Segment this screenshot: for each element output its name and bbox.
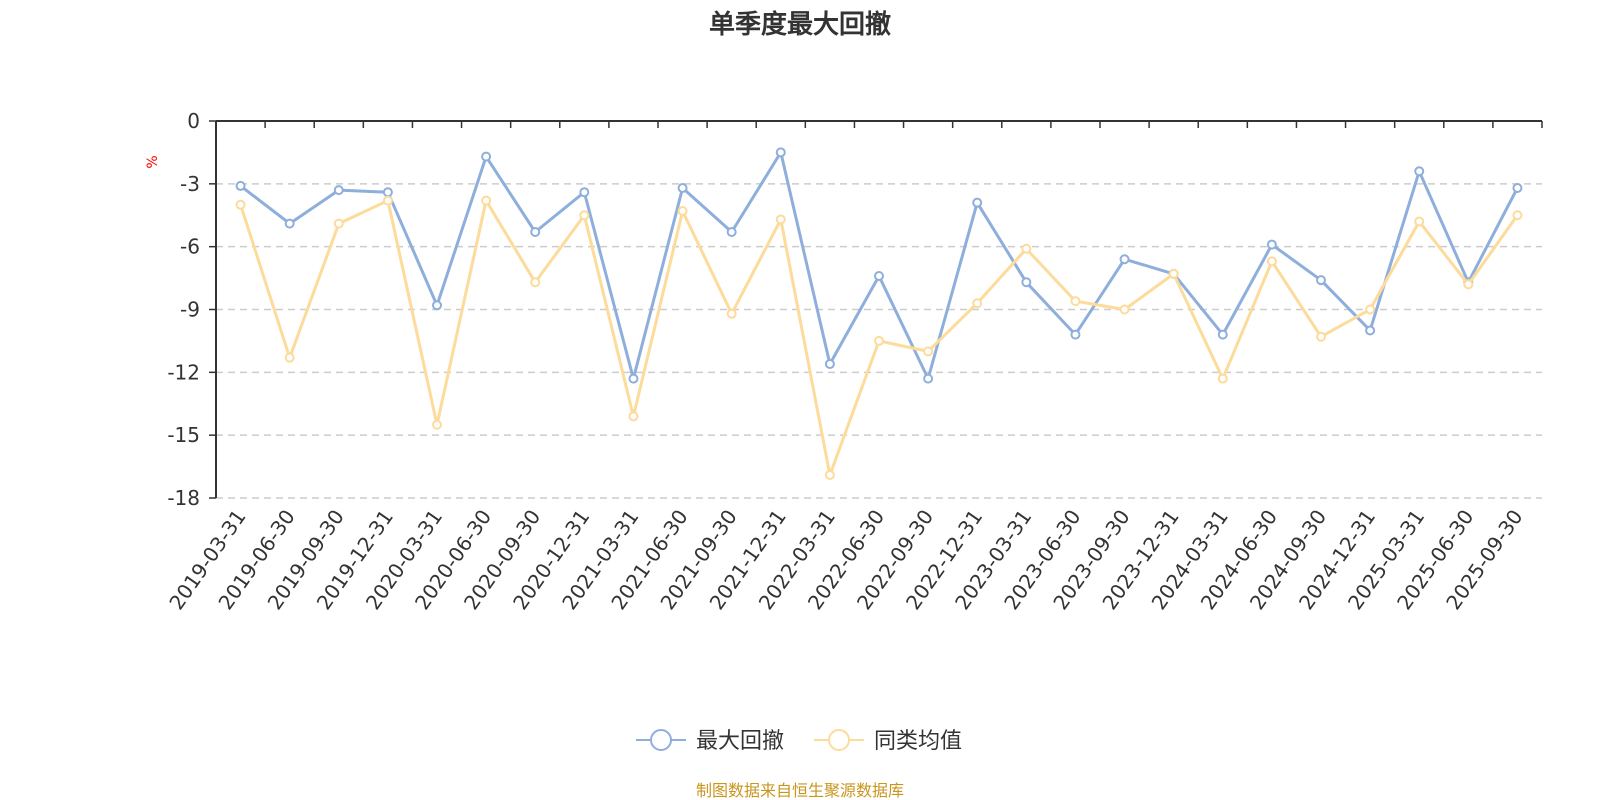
data-point (530, 227, 541, 238)
y-tick-label: 0 (187, 109, 200, 133)
data-point (972, 298, 983, 309)
data-point (1365, 304, 1376, 315)
x-tick-labels: 2019-03-312019-06-302019-09-302019-12-31… (164, 505, 1527, 614)
data-point (333, 218, 344, 229)
data-source-note: 制图数据来自恒生聚源数据库 (696, 781, 904, 800)
series-lines (235, 147, 1523, 480)
data-point (824, 358, 835, 369)
data-point (1365, 325, 1376, 336)
data-point (235, 199, 246, 210)
data-point (1316, 331, 1326, 342)
data-point (874, 270, 884, 281)
series-1 (235, 195, 1523, 480)
data-point (530, 277, 541, 288)
y-tick-label: -9 (180, 298, 200, 322)
data-point (1168, 268, 1179, 279)
data-point (579, 210, 590, 221)
data-point (677, 183, 688, 194)
data-point (1070, 329, 1081, 340)
data-point (481, 195, 492, 206)
data-point (1119, 254, 1130, 265)
data-point (1414, 166, 1425, 177)
legend-label-peer-average: 同类均值 (874, 729, 962, 754)
data-point (284, 352, 295, 363)
y-tick-label: -18 (167, 486, 200, 510)
data-point (382, 195, 393, 206)
data-point (923, 346, 934, 357)
data-point (628, 373, 639, 384)
data-point (1217, 329, 1228, 340)
data-point (824, 469, 835, 480)
data-point (874, 335, 884, 346)
legend-marker-peer-average (828, 729, 850, 751)
data-point (1217, 373, 1228, 384)
data-point (579, 187, 590, 198)
data-point (1463, 279, 1474, 290)
data-point (775, 214, 786, 225)
data-point (726, 308, 737, 319)
axes (209, 120, 1543, 499)
legend-marker-max-drawdown (650, 729, 672, 751)
legend-item-peer-average[interactable]: 同类均值 (814, 729, 962, 754)
data-point (628, 411, 639, 422)
legend-label-max-drawdown: 最大回撤 (696, 729, 784, 754)
data-point (333, 185, 344, 196)
data-point (775, 147, 786, 158)
data-point (1512, 183, 1523, 194)
data-point (726, 227, 737, 238)
series-0 (235, 147, 1523, 384)
y-tick-label: -3 (180, 172, 200, 196)
data-point (1414, 216, 1425, 227)
data-point (1266, 239, 1277, 250)
data-point (432, 419, 442, 430)
y-tick-label: -12 (167, 360, 200, 384)
data-point (382, 187, 393, 198)
data-point (1119, 304, 1130, 315)
legend[interactable]: 最大回撤 同类均值 (636, 729, 962, 754)
data-point (923, 373, 934, 384)
data-point (1021, 277, 1032, 288)
data-point (481, 151, 492, 162)
data-point (1266, 256, 1277, 267)
y-tick-label: -6 (180, 235, 200, 259)
data-point (432, 300, 442, 311)
data-point (677, 206, 688, 217)
y-tick-label: -15 (167, 423, 200, 447)
data-point (972, 197, 983, 208)
legend-item-max-drawdown[interactable]: 最大回撤 (636, 729, 784, 754)
data-point (1021, 243, 1032, 254)
data-point (284, 218, 295, 229)
data-point (1070, 296, 1081, 307)
chart-title: 单季度最大回撤 (709, 9, 891, 40)
data-point (235, 180, 246, 191)
data-point (1316, 275, 1326, 286)
y-tick-labels: 0 -3 -6 -9 -12 -15 -18 (167, 109, 200, 510)
y-axis-unit: % (145, 155, 161, 168)
data-point (1512, 210, 1523, 221)
